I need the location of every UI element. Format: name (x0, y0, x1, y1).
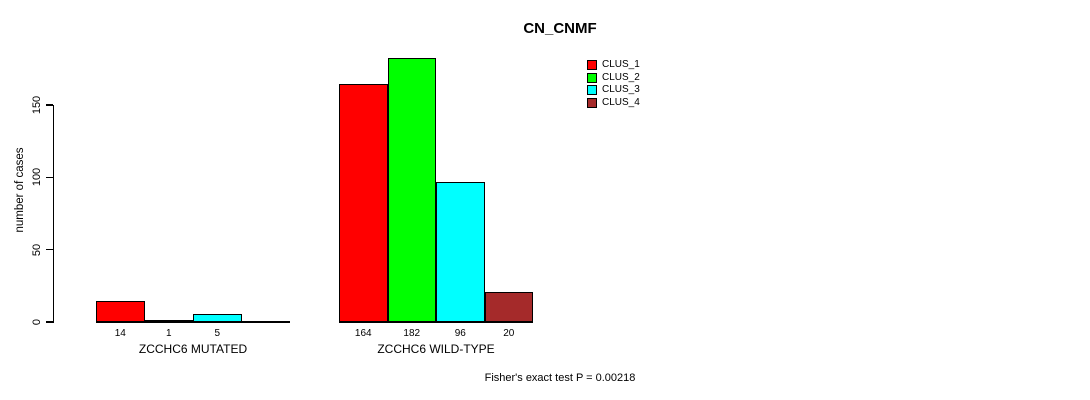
y-tick-mark (45, 104, 53, 106)
y-tick-label-text: 150 (31, 95, 43, 115)
category-label: ZCCHC6 WILD-TYPE (377, 342, 495, 356)
y-tick-mark (45, 321, 53, 323)
y-tick-mark (45, 248, 53, 251)
bar-clus_1 (96, 300, 145, 323)
y-tick-label-text: 50 (31, 243, 43, 256)
bar-value-label: 14 (114, 328, 126, 339)
legend-label: CLUS_4 (602, 96, 640, 108)
bar-clus_1 (339, 83, 388, 323)
bar-clus_2 (144, 319, 193, 323)
legend-swatch (587, 97, 597, 108)
legend-swatch (587, 60, 597, 70)
bar-clus_4 (484, 292, 533, 323)
y-axis-line (52, 104, 54, 324)
legend-item-clus_1: CLUS_1 (587, 60, 640, 70)
annotation-fisher-test: Fisher's exact test P = 0.00218 (484, 372, 636, 384)
legend-item-clus_4: CLUS_4 (587, 96, 640, 108)
category-label: ZCCHC6 MUTATED (138, 342, 248, 356)
legend-label: CLUS_1 (602, 59, 640, 70)
legend-swatch (587, 85, 597, 95)
y-tick-label-text: 100 (31, 168, 43, 187)
legend-label: CLUS_2 (602, 71, 640, 83)
y-tick-label-text: 0 (31, 318, 43, 326)
bar-value-label: 20 (503, 328, 515, 339)
bar-clus_2 (387, 57, 436, 323)
bar-value-label: 164 (354, 328, 372, 339)
bar-value-label: 96 (454, 328, 466, 339)
legend-item-clus_3: CLUS_3 (587, 85, 640, 95)
y-axis-label-text: number of cases (14, 147, 26, 233)
chart-title: CN_CNMF (523, 20, 597, 37)
bar-value-label: 5 (214, 328, 221, 339)
legend-label: CLUS_3 (602, 84, 640, 95)
bar-value-label: 182 (403, 328, 421, 339)
legend-item-clus_2: CLUS_2 (587, 71, 640, 83)
bar-value-label: 1 (165, 328, 172, 339)
legend: CLUS_1 CLUS_2 CLUS_3 CLUS_4 (587, 60, 640, 108)
y-tick-mark (45, 176, 53, 179)
legend-swatch (587, 72, 597, 83)
bar-clus_3 (193, 313, 242, 323)
bar-clus_3 (436, 182, 485, 323)
